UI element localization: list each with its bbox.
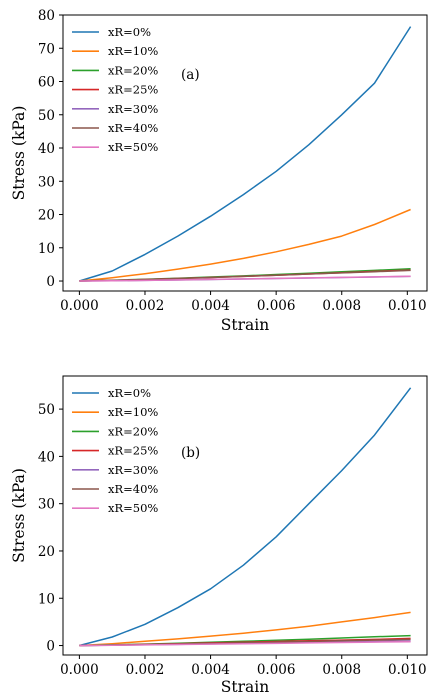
- legend-label: xR=40%: [108, 121, 158, 135]
- x-tick-label: 0.004: [191, 298, 230, 314]
- x-tick-label: 0.008: [322, 298, 361, 314]
- x-tick-label: 0.006: [257, 662, 296, 678]
- legend-item: xR=10%: [72, 405, 158, 419]
- series-line-xr50: [79, 275, 411, 282]
- series-lines: [79, 26, 412, 282]
- chart-panel-b: 0.000 0.002 0.004 0.006 0.008 0.010 0 10 20 30 40 5…: [10, 375, 428, 696]
- y-tick-label: 0: [46, 274, 55, 290]
- legend-item: xR=10%: [72, 44, 158, 58]
- legend-item: xR=40%: [72, 121, 158, 135]
- legend-label: xR=10%: [108, 44, 158, 58]
- legend: xR=0% xR=10% xR=20% xR=25% xR=30% xR=40% xR=50…: [72, 386, 158, 515]
- legend-label: xR=40%: [108, 482, 158, 496]
- x-tick-label: 0.002: [126, 662, 165, 678]
- y-tick-label: 10: [38, 241, 55, 257]
- legend-label: xR=25%: [108, 444, 158, 458]
- legend-item: xR=50%: [72, 140, 158, 154]
- panel-label: (b): [181, 445, 200, 461]
- legend-item: xR=40%: [72, 482, 158, 496]
- legend-label: xR=50%: [108, 501, 158, 515]
- x-tick-label: 0.004: [191, 662, 230, 678]
- legend-item: xR=25%: [72, 83, 158, 97]
- series-line-xr0: [79, 26, 412, 282]
- legend-label: xR=50%: [108, 140, 158, 154]
- x-tick-label: 0.000: [60, 662, 99, 678]
- legend-label: xR=30%: [108, 463, 158, 477]
- y-tick-label: 0: [46, 639, 55, 655]
- legend-item: xR=20%: [72, 63, 158, 77]
- legend-item: xR=50%: [72, 501, 158, 515]
- y-tick-label: 10: [38, 591, 55, 607]
- x-tick-label: 0.008: [322, 662, 361, 678]
- y-tick-label: 30: [38, 174, 55, 190]
- y-axis-label: Stress (kPa): [10, 106, 28, 201]
- x-axis-label: Strain: [221, 678, 269, 696]
- axes-frame: [62, 14, 428, 292]
- y-tick-label: 50: [38, 108, 55, 124]
- y-axis-label: Stress (kPa): [10, 468, 28, 563]
- x-tick-label: 0.006: [257, 298, 296, 314]
- legend-label: xR=30%: [108, 102, 158, 116]
- y-tick-label: 30: [38, 497, 55, 513]
- series-lines: [79, 387, 412, 647]
- legend-item: xR=30%: [72, 463, 158, 477]
- legend-label: xR=10%: [108, 405, 158, 419]
- series-line-xr10: [79, 208, 411, 282]
- y-tick-label: 40: [38, 449, 55, 465]
- series-line-xr0: [79, 387, 412, 647]
- y-tick-label: 20: [38, 208, 55, 224]
- panel-label: (a): [181, 67, 200, 83]
- legend-label: xR=20%: [108, 424, 158, 438]
- legend-item: xR=20%: [72, 424, 158, 438]
- x-axis-label: Strain: [221, 316, 269, 334]
- legend-item: xR=0%: [72, 386, 151, 400]
- y-tick-label: 50: [38, 402, 55, 418]
- legend-label: xR=20%: [108, 63, 158, 77]
- x-tick-label: 0.010: [388, 662, 427, 678]
- x-tick-label: 0.000: [60, 298, 99, 314]
- y-tick-label: 40: [38, 141, 55, 157]
- series-line-xr10: [79, 611, 411, 647]
- legend-item: xR=0%: [72, 25, 151, 39]
- chart-panel-a: 0.000 0.002 0.004 0.006 0.008 0.010 0 10 20 30 40 5…: [10, 8, 428, 334]
- x-tick-label: 0.002: [126, 298, 165, 314]
- legend-item: xR=30%: [72, 102, 158, 116]
- legend: xR=0% xR=10% xR=20% xR=25% xR=30% xR=40% xR=50…: [72, 25, 158, 154]
- y-tick-label: 70: [38, 41, 55, 57]
- axes-frame: [62, 375, 428, 656]
- y-tick-label: 80: [38, 8, 55, 24]
- x-tick-label: 0.010: [388, 298, 427, 314]
- legend-label: xR=0%: [108, 25, 151, 39]
- legend-item: xR=25%: [72, 444, 158, 458]
- y-tick-label: 20: [38, 544, 55, 560]
- legend-label: xR=0%: [108, 386, 151, 400]
- legend-label: xR=25%: [108, 83, 158, 97]
- series-line-xr50: [79, 640, 411, 647]
- y-tick-label: 60: [38, 75, 55, 91]
